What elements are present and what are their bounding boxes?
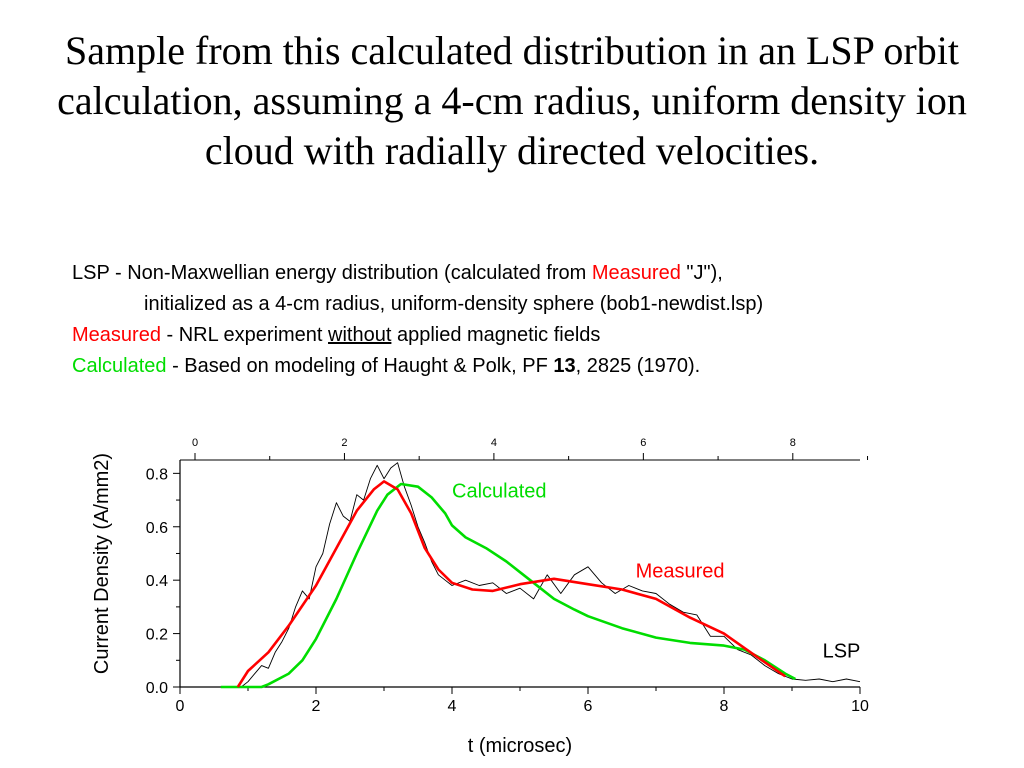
x-axis-title: t (microsec) (468, 735, 572, 757)
top-tick-label: 4 (491, 437, 497, 449)
top-tick-label: 2 (341, 437, 347, 449)
legend-line-calculated: Calculated - Based on modeling of Haught… (72, 351, 992, 382)
top-tick-label: 8 (790, 437, 796, 449)
x-tick-label: 6 (584, 698, 593, 715)
legend-line-lsp: LSP - Non-Maxwellian energy distribution… (72, 258, 992, 289)
y-tick-label: 0.8 (146, 466, 168, 483)
legend-line-lsp-cont: initialized as a 4-cm radius, uniform-de… (144, 293, 764, 315)
legend-measured-text-end: applied magnetic fields (391, 324, 601, 346)
x-tick-label: 2 (312, 698, 321, 715)
y-tick-label: 0.4 (146, 573, 168, 590)
legend-measured-ref: Measured (591, 262, 681, 284)
legend-measured-label: Measured (72, 324, 161, 346)
y-axis-title: Current Density (A/mm2) (91, 453, 113, 674)
y-tick-label: 0.0 (146, 680, 168, 697)
x-tick-label: 4 (448, 698, 457, 715)
legend-lsp-text-end: "J"), (680, 262, 723, 284)
annotation-measured: Measured (636, 561, 725, 583)
legend-calculated-text-end: , 2825 (1970). (575, 355, 701, 377)
legend-without: without (328, 324, 392, 346)
top-tick-label: 0 (192, 437, 198, 449)
y-tick-label: 0.2 (146, 627, 168, 644)
legend-lsp-text: LSP - Non-Maxwellian energy distribution… (72, 262, 592, 284)
x-tick-label: 0 (176, 698, 185, 715)
legend-line-measured: Measured - NRL experiment without applie… (72, 320, 992, 351)
slide-title: Sample from this calculated distribution… (57, 28, 967, 173)
annotation-lsp: LSP (823, 641, 861, 663)
legend-measured-text: - NRL experiment (160, 324, 329, 346)
x-tick-label: 8 (720, 698, 729, 715)
legend-volume: 13 (553, 355, 576, 377)
series-line-measured (236, 480, 786, 688)
x-tick-label: 10 (851, 698, 869, 715)
top-tick-label: 6 (640, 437, 646, 449)
legend-text: LSP - Non-Maxwellian energy distribution… (72, 258, 992, 382)
y-tick-label: 0.6 (146, 520, 168, 537)
legend-calculated-text: - Based on modeling of Haught & Polk, PF (166, 355, 554, 377)
annotation-calculated: Calculated (452, 480, 547, 502)
legend-calculated-label: Calculated (72, 355, 167, 377)
series-line-calculated (220, 482, 797, 689)
series-line-lsp (240, 462, 861, 688)
